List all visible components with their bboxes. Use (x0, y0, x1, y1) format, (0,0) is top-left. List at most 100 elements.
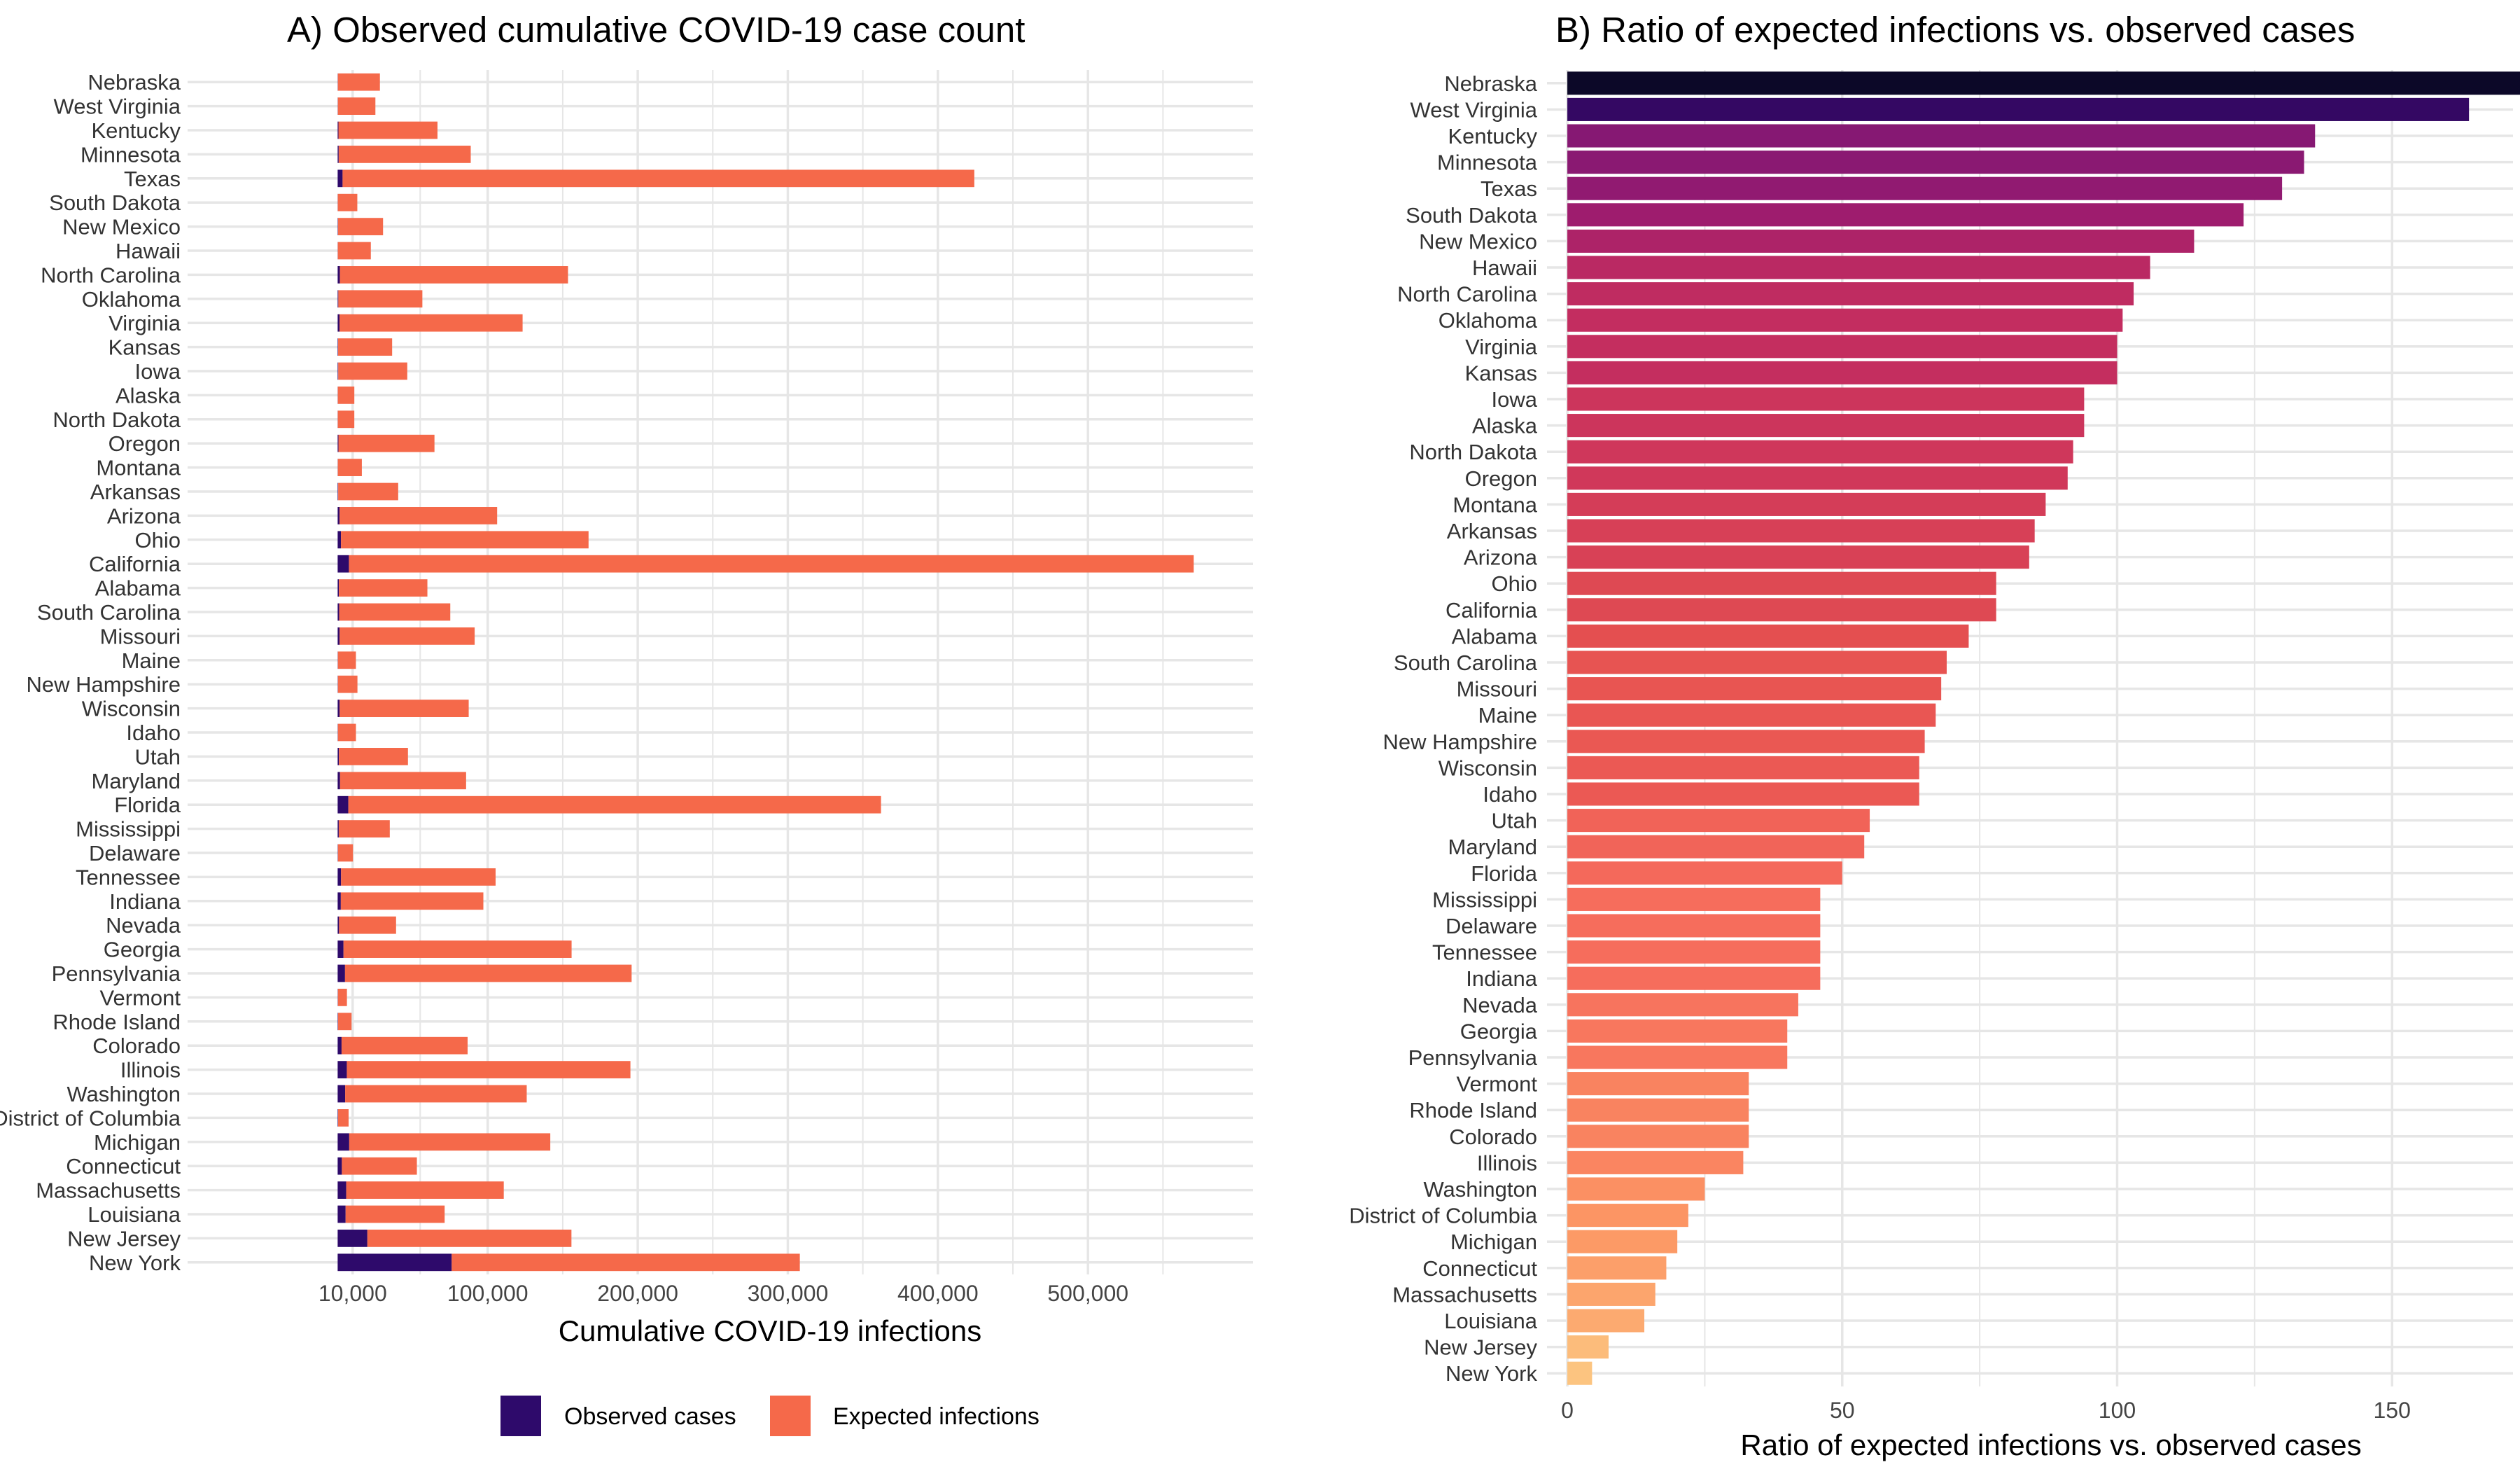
panel-a-bar-expected-new-york (451, 1253, 799, 1271)
panel-b-label-new-york: New York (1446, 1361, 1537, 1386)
panel-b-label-arkansas: Arkansas (1447, 519, 1537, 543)
panel-a-bar-expected-new-mexico (338, 218, 383, 235)
panel-a-label-indiana: Indiana (109, 889, 181, 914)
panel-a-label-wisconsin: Wisconsin (82, 697, 181, 721)
panel-b-label-tennessee: Tennessee (1432, 940, 1537, 965)
panel-a-label-colorado: Colorado (92, 1034, 181, 1058)
panel-a-bar-observed-mississippi (337, 820, 339, 837)
panel-a-bar-observed-oregon (337, 435, 338, 452)
panel-b-label-colorado: Colorado (1449, 1125, 1537, 1149)
panel-a-bar-expected-alabama (339, 579, 427, 597)
panel-a-title: A) Observed cumulative COVID-19 case cou… (287, 10, 1025, 50)
panel-b-bar-maryland (1567, 835, 1864, 858)
panel-a-bar-observed-massachusetts (337, 1181, 346, 1199)
panel-b-x-axis-title: Ratio of expected infections vs. observe… (1740, 1428, 2361, 1461)
panel-b-label-pennsylvania: Pennsylvania (1408, 1045, 1538, 1070)
panel-a-bar-expected-wisconsin (340, 700, 468, 717)
panel-a-x-tick-label: 100,000 (447, 1281, 528, 1306)
panel-a-bar-expected-maryland (340, 772, 466, 789)
panel-a-bar-observed-arkansas (337, 483, 338, 501)
panel-a-bar-observed-wisconsin (337, 700, 340, 717)
panel-a-label-kansas: Kansas (108, 335, 181, 360)
panel-b-bar-mississippi (1567, 888, 1820, 911)
panel-b-label-nebraska: Nebraska (1444, 71, 1537, 96)
panel-a-bar-expected-michigan (349, 1133, 550, 1150)
panel-a-bar-expected-indiana (341, 892, 484, 910)
panel-b-bar-hawaii (1567, 256, 2150, 279)
panel-b-bar-alabama (1567, 625, 1968, 648)
panel-b-label-virginia: Virginia (1465, 335, 1538, 359)
legend-swatch-expected-infections (770, 1396, 811, 1436)
panel-b-label-ohio: Ohio (1492, 571, 1537, 596)
panel-a-bar-expected-new-jersey (368, 1230, 572, 1247)
panel-b-label-missouri: Missouri (1457, 677, 1537, 702)
panel-b-bar-ohio (1567, 572, 1996, 595)
panel-a-bar-observed-oklahoma (337, 290, 338, 307)
legend-label-expected-infections: Expected infections (833, 1403, 1040, 1430)
panel-a-label-washington: Washington (66, 1082, 181, 1106)
panel-b-x-tick-label: 50 (1830, 1398, 1855, 1423)
panel-a-label-new-york: New York (89, 1251, 181, 1275)
panel-b-label-district-of-columbia: District of Columbia (1349, 1204, 1537, 1228)
panel-a-label-michigan: Michigan (94, 1130, 181, 1155)
panel-a-bar-expected-hawaii (338, 242, 371, 260)
panel-a-bar-expected-kansas (338, 338, 392, 356)
panel-a-label-delaware: Delaware (89, 841, 181, 865)
panel-b-bar-california (1567, 598, 1996, 621)
panel-a-bar-expected-south-carolina (340, 604, 451, 621)
panel-a-bar-observed-maryland (337, 772, 340, 789)
panel-b-bar-new-hampshire (1567, 730, 1925, 753)
panel-a-bar-expected-missouri (340, 627, 475, 645)
panel-b-label-florida: Florida (1471, 861, 1538, 886)
panel-b-label-minnesota: Minnesota (1437, 151, 1538, 175)
panel-a-bar-expected-utah (339, 748, 408, 765)
panel-a-label-nebraska: Nebraska (88, 70, 181, 95)
legend-label-observed-cases: Observed cases (564, 1403, 736, 1430)
panel-b-bar-nebraska (1567, 71, 2520, 95)
panel-a-bar-expected-tennessee (341, 868, 496, 886)
panel-a-label-virginia: Virginia (108, 311, 181, 335)
panel-a-bar-expected-north-carolina (340, 266, 568, 284)
panel-b-bar-florida (1567, 861, 1842, 884)
panel-b-bar-indiana (1567, 967, 1820, 990)
panel-a-label-florida: Florida (114, 793, 181, 817)
panel-a-bar-observed-texas (337, 169, 342, 187)
panel-a-bar-observed-nevada (337, 917, 339, 934)
panel-b-bar-north-carolina (1567, 282, 2134, 305)
panel-b-bar-idaho (1567, 782, 1919, 805)
panel-a-bar-expected-idaho (338, 724, 356, 742)
panel-a-bar-expected-south-dakota (338, 194, 358, 211)
panel-a-label-north-carolina: North Carolina (41, 263, 181, 287)
panel-a-bar-observed-louisiana (337, 1206, 345, 1223)
panel-a-bar-observed-utah (337, 748, 339, 765)
panel-a-bar-expected-arizona (340, 507, 497, 524)
panel-b-label-georgia: Georgia (1460, 1019, 1538, 1043)
panel-b-x-tick-label: 150 (2374, 1398, 2411, 1423)
panel-a-x-tick-label: 300,000 (748, 1281, 829, 1306)
panel-a-label-maryland: Maryland (92, 769, 181, 793)
panel-b-x-tick-label: 100 (2099, 1398, 2136, 1423)
panel-a-bar-observed-california (337, 555, 349, 573)
panel-a-bar-observed-north-carolina (337, 266, 340, 284)
panel-a-bar-observed-minnesota (337, 146, 338, 163)
panel-b-label-west-virginia: West Virginia (1410, 97, 1538, 122)
panel-b-label-montana: Montana (1452, 492, 1537, 517)
panel-a-label-district-of-columbia: District of Columbia (0, 1106, 181, 1130)
panel-a-bar-observed-connecticut (337, 1157, 342, 1175)
panel-b-label-arizona: Arizona (1464, 545, 1538, 570)
panel-b-label-oklahoma: Oklahoma (1438, 308, 1538, 333)
panel-a-bar-expected-north-dakota (338, 410, 355, 428)
panel-a-bar-expected-virginia (340, 314, 523, 332)
panel-a-bar-expected-maine (338, 651, 356, 669)
panel-b-label-hawaii: Hawaii (1472, 256, 1537, 280)
panel-a-x-tick-label: 200,000 (597, 1281, 678, 1306)
panel-b-bar-kansas (1567, 361, 2117, 384)
panel-a-label-montana: Montana (96, 456, 181, 480)
panel-a-label-new-hampshire: New Hampshire (26, 672, 181, 697)
panel-a-bar-observed-virginia (337, 314, 340, 332)
panel-b-bar-alaska (1567, 414, 2084, 437)
panel-b-label-kansas: Kansas (1465, 361, 1537, 385)
panel-a-bar-observed-south-carolina (337, 604, 339, 621)
panel-a-bar-observed-colorado (337, 1037, 342, 1055)
